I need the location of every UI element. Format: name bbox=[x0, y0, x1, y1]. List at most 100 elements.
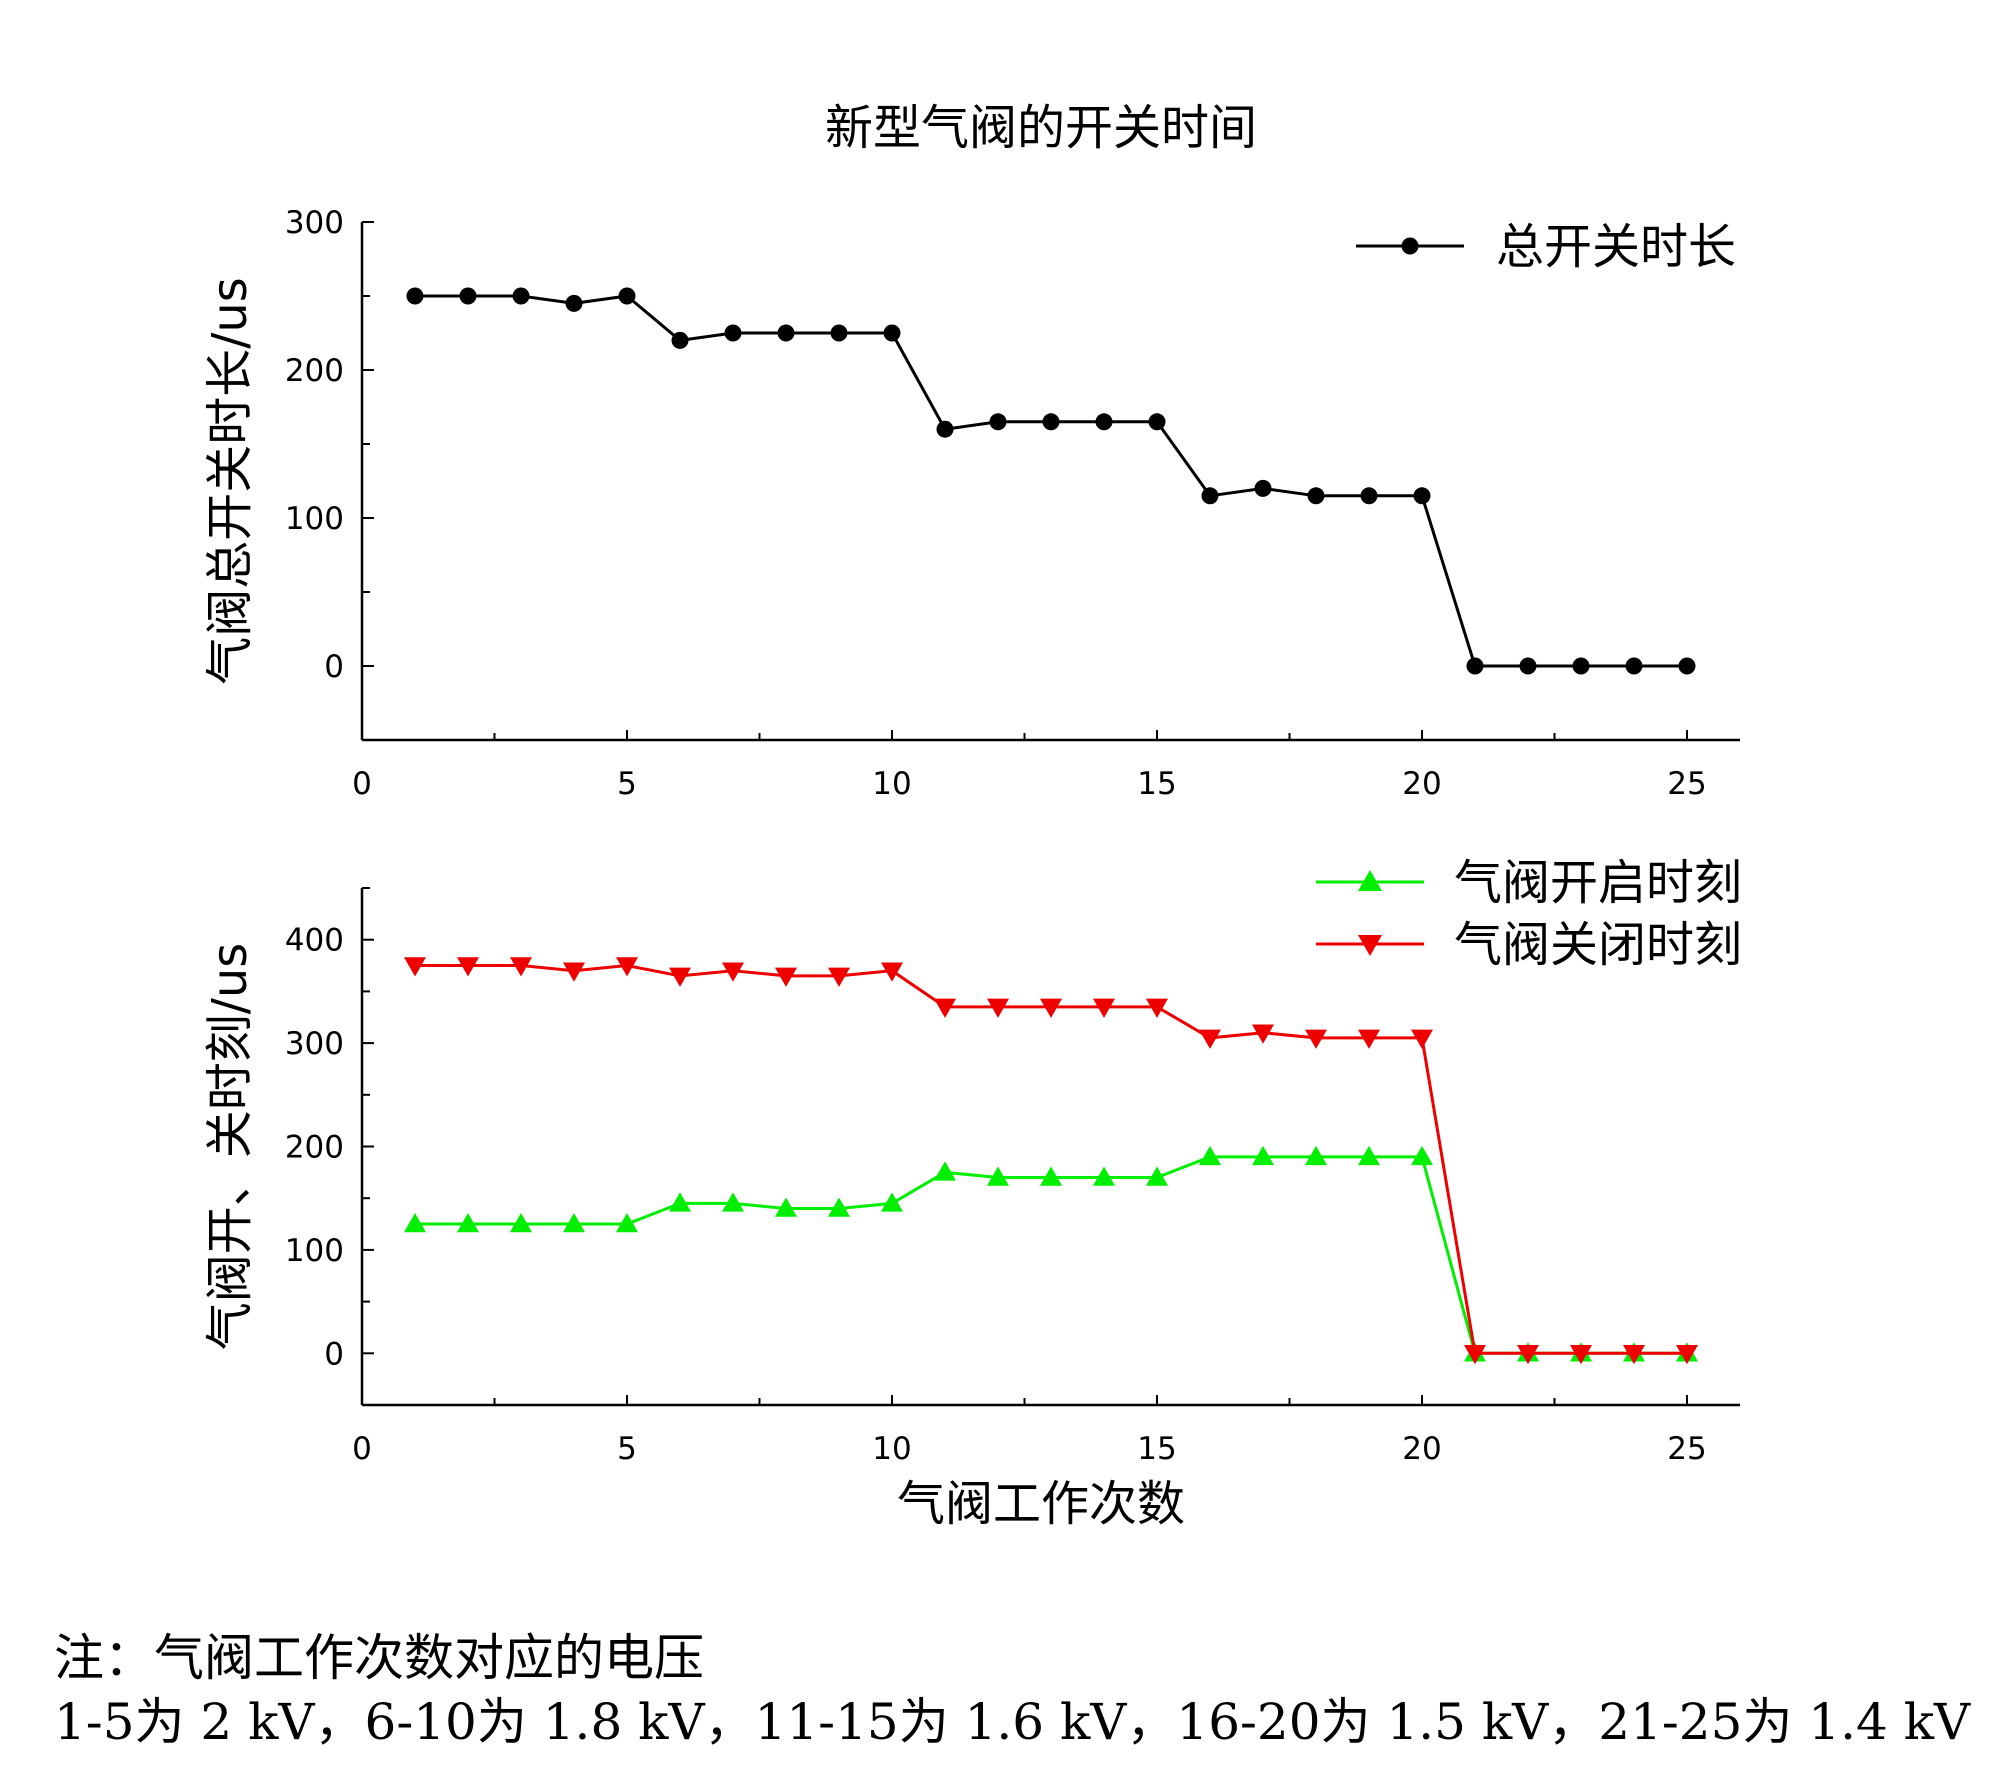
top-chart: 新型气阀的开关时间 0 5 10 15 20 25 0 100 200 300 气阀总开关时长/us 总… bbox=[202, 100, 1740, 802]
voltage-note-heading: 注：气阀工作次数对应的电压 bbox=[54, 1629, 704, 1687]
y-tick-label: 200 bbox=[285, 1130, 344, 1166]
data-point bbox=[1678, 657, 1696, 675]
data-point bbox=[1572, 657, 1590, 675]
data-point bbox=[881, 1192, 903, 1212]
data-point bbox=[1199, 1145, 1221, 1166]
legend-label: 气阀关闭时刻 bbox=[1454, 917, 1742, 973]
data-point bbox=[1093, 1166, 1115, 1186]
data-point bbox=[724, 324, 742, 342]
legend-marker bbox=[1358, 935, 1382, 956]
data-point bbox=[1305, 1145, 1327, 1166]
data-point bbox=[616, 1213, 638, 1233]
legend-marker bbox=[1401, 237, 1419, 255]
legend-entry: 气阀开启时刻 bbox=[1316, 855, 1742, 911]
data-point bbox=[828, 1197, 850, 1217]
y-tick-label: 100 bbox=[285, 1233, 344, 1269]
data-point bbox=[1199, 1029, 1221, 1049]
data-point bbox=[404, 957, 426, 977]
data-point bbox=[934, 998, 956, 1018]
data-point bbox=[934, 1161, 956, 1181]
data-point bbox=[1466, 657, 1484, 675]
data-point bbox=[777, 324, 795, 342]
data-point bbox=[1307, 487, 1325, 505]
data-point bbox=[775, 967, 797, 987]
data-point bbox=[1625, 657, 1643, 675]
data-point bbox=[722, 1192, 744, 1212]
data-point bbox=[1413, 487, 1431, 505]
x-tick-label: 5 bbox=[617, 1431, 637, 1467]
x-tick-label: 20 bbox=[1402, 766, 1441, 802]
data-point bbox=[1360, 487, 1378, 505]
series-line bbox=[415, 964, 1687, 1355]
series-line bbox=[415, 1155, 1687, 1355]
data-point bbox=[1252, 1145, 1274, 1166]
data-point bbox=[1148, 413, 1166, 431]
legend-label: 总开关时长 bbox=[1496, 219, 1736, 275]
x-axis-label: 气阀工作次数 bbox=[897, 1476, 1185, 1532]
y-axis-label: 气阀开、关时刻/us bbox=[202, 943, 258, 1351]
series-2 bbox=[404, 957, 1698, 1365]
data-point bbox=[512, 287, 530, 305]
data-point bbox=[1358, 1145, 1380, 1166]
series-line bbox=[415, 294, 1687, 668]
x-tick-label: 15 bbox=[1137, 1431, 1176, 1467]
data-point bbox=[618, 287, 636, 305]
data-point bbox=[565, 294, 583, 312]
legend-marker bbox=[1358, 870, 1382, 891]
data-point bbox=[1464, 1345, 1486, 1365]
data-point bbox=[510, 957, 532, 977]
data-point bbox=[1095, 413, 1113, 431]
legend-label: 气阀开启时刻 bbox=[1454, 855, 1742, 911]
data-point bbox=[775, 1197, 797, 1217]
data-point bbox=[1519, 657, 1537, 675]
y-tick-label: 200 bbox=[285, 353, 344, 389]
legend-entry: 总开关时长 bbox=[1356, 219, 1736, 275]
data-point bbox=[1201, 487, 1219, 505]
series-1 bbox=[404, 1145, 1698, 1362]
data-point bbox=[1040, 998, 1062, 1018]
data-point bbox=[883, 324, 901, 342]
data-point bbox=[1358, 1029, 1380, 1049]
data-point bbox=[722, 962, 744, 982]
data-point bbox=[457, 1213, 479, 1233]
data-point bbox=[669, 1192, 691, 1212]
y-tick-label: 0 bbox=[324, 1336, 344, 1372]
x-tick-label: 25 bbox=[1667, 1431, 1706, 1467]
voltage-note-detail: 1-5为 2 kV，6-10为 1.8 kV，11-15为 1.6 kV，16-… bbox=[54, 1693, 1971, 1751]
data-point bbox=[1042, 413, 1060, 431]
data-point bbox=[563, 962, 585, 982]
data-point bbox=[563, 1213, 585, 1233]
data-point bbox=[1305, 1029, 1327, 1049]
data-point bbox=[510, 1213, 532, 1233]
chart-title: 新型气阀的开关时间 bbox=[825, 100, 1257, 156]
data-point bbox=[1411, 1029, 1433, 1049]
data-point bbox=[1570, 1345, 1592, 1365]
bottom-chart: 0 5 10 15 20 25 0 100 200 300 400 气阀开、关时刻/us 气阀工作次数 气… bbox=[202, 855, 1742, 1532]
data-point bbox=[1146, 1166, 1168, 1186]
data-point bbox=[459, 287, 477, 305]
legend-entry: 气阀关闭时刻 bbox=[1316, 917, 1742, 973]
y-axis-label: 气阀总开关时长/us bbox=[202, 277, 258, 685]
data-point bbox=[616, 957, 638, 977]
x-tick-label: 0 bbox=[352, 766, 372, 802]
data-point bbox=[830, 324, 848, 342]
x-tick-label: 25 bbox=[1667, 766, 1706, 802]
y-tick-label: 100 bbox=[285, 501, 344, 537]
data-point bbox=[1146, 998, 1168, 1018]
y-tick-label: 300 bbox=[285, 1026, 344, 1062]
x-tick-label: 15 bbox=[1137, 766, 1176, 802]
data-point bbox=[1252, 1024, 1274, 1044]
data-point bbox=[936, 420, 954, 438]
data-point bbox=[1411, 1145, 1433, 1166]
x-tick-label: 5 bbox=[617, 766, 637, 802]
x-tick-label: 0 bbox=[352, 1431, 372, 1467]
data-point bbox=[881, 962, 903, 982]
data-point bbox=[987, 998, 1009, 1018]
data-point bbox=[457, 957, 479, 977]
data-point bbox=[1040, 1166, 1062, 1186]
data-point bbox=[669, 967, 691, 987]
x-tick-label: 20 bbox=[1402, 1431, 1441, 1467]
data-point bbox=[671, 331, 689, 349]
x-tick-label: 10 bbox=[872, 766, 911, 802]
